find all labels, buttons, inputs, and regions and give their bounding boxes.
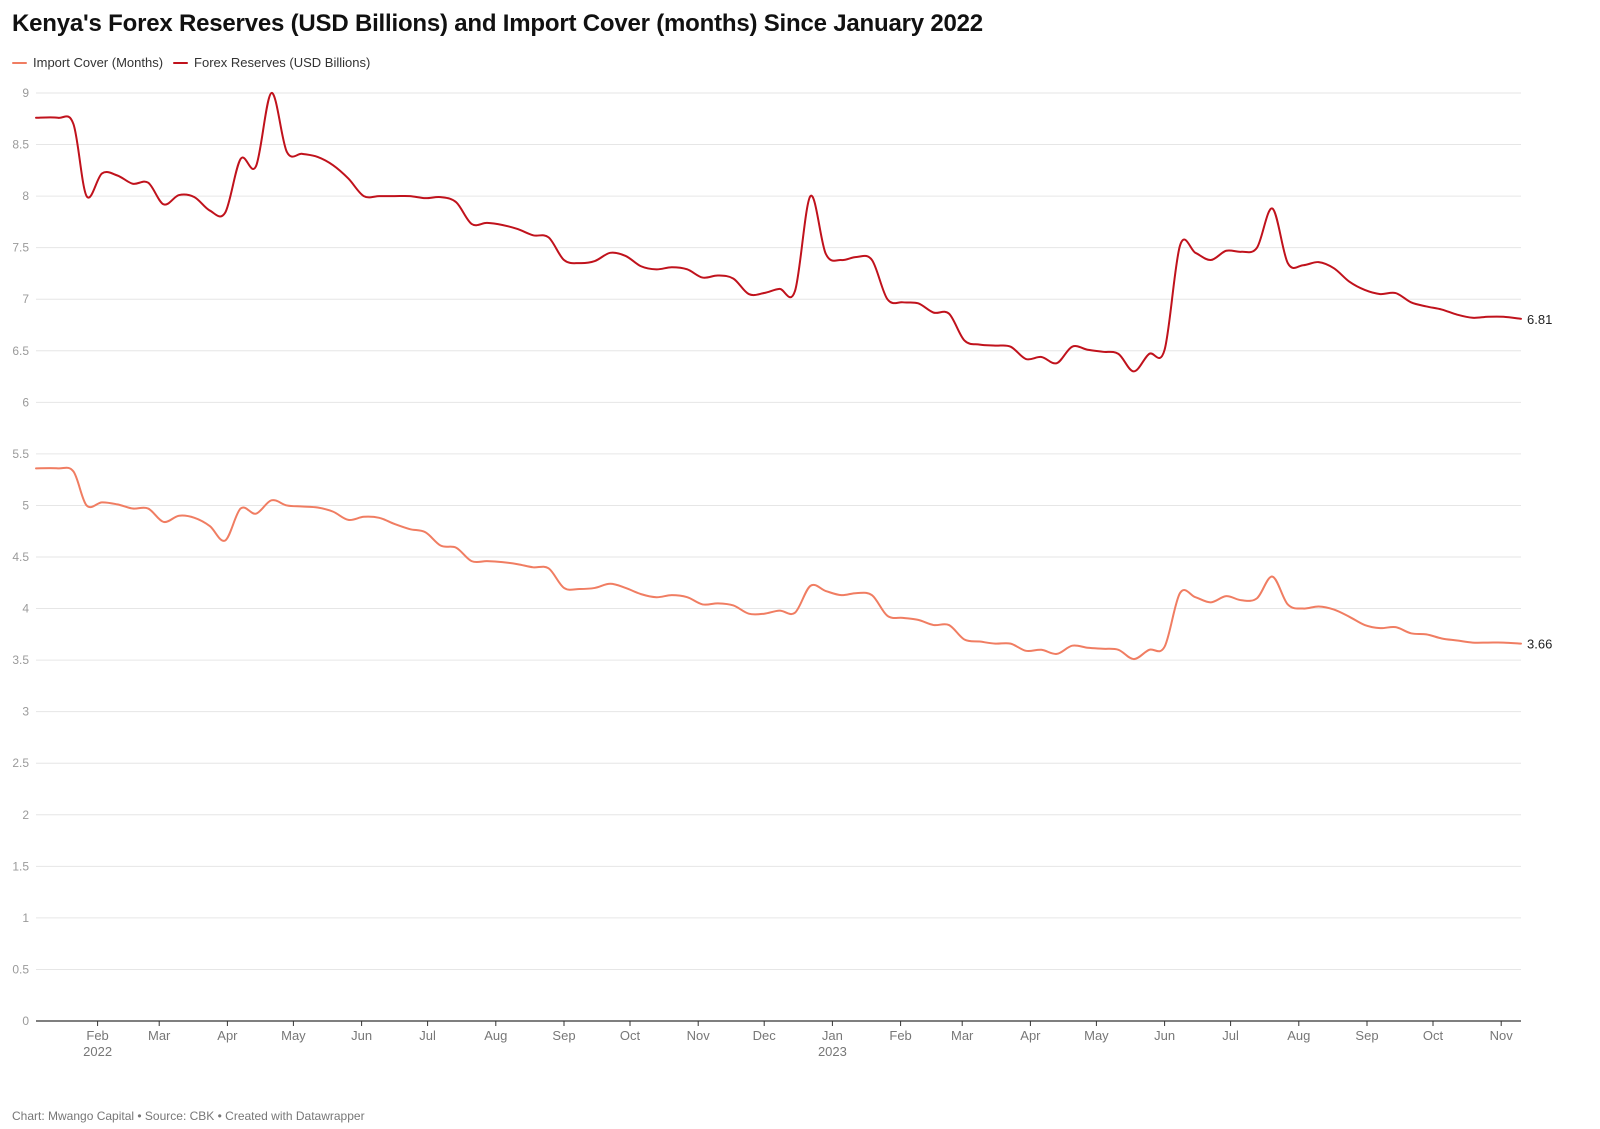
legend-label-forex-reserves: Forex Reserves (USD Billions) <box>194 55 371 70</box>
chart-footer: Chart: Mwango Capital • Source: CBK • Cr… <box>12 1109 365 1123</box>
y-tick-label: 2.5 <box>12 756 29 770</box>
end-label-forex-reserves-usd-billions: 6.81 <box>1527 312 1552 327</box>
y-tick-label: 3.5 <box>12 653 29 667</box>
legend-swatch-forex-reserves <box>173 61 189 64</box>
x-tick-label: Sep <box>552 1028 575 1043</box>
x-tick-label: Apr <box>1020 1028 1041 1043</box>
y-tick-label: 6.5 <box>12 344 29 358</box>
y-tick-label: 6 <box>22 395 29 409</box>
y-tick-label: 7 <box>22 292 29 306</box>
x-tick-label: May <box>1084 1028 1109 1043</box>
legend-swatch-import-cover <box>12 61 27 64</box>
legend: Import Cover (Months) Forex Reserves (US… <box>12 55 370 70</box>
y-tick-label: 5.5 <box>12 447 29 461</box>
legend-item-import-cover: Import Cover (Months) <box>12 55 163 70</box>
x-tick-label: Mar <box>951 1028 974 1043</box>
x-tick-label: Nov <box>1490 1028 1514 1043</box>
x-tick-label: Jun <box>1154 1028 1175 1043</box>
x-tick-label: Apr <box>217 1028 238 1043</box>
x-tick-label: Jul <box>1222 1028 1239 1043</box>
series-lines <box>35 91 1522 661</box>
x-tick-label: Sep <box>1355 1028 1378 1043</box>
y-tick-label: 8 <box>22 189 29 203</box>
y-tick-label: 0.5 <box>12 962 29 976</box>
y-tick-label: 1 <box>22 911 29 925</box>
x-tick-label: Jan <box>822 1028 843 1043</box>
y-tick-label: 9 <box>22 86 29 100</box>
x-tick-label: Oct <box>1423 1028 1444 1043</box>
y-tick-label: 4.5 <box>12 550 29 564</box>
y-tick-label: 3 <box>22 705 29 719</box>
x-tick-label: Feb <box>86 1028 108 1043</box>
series-line-forex-reserves-usd-billions <box>35 91 1522 373</box>
legend-label-import-cover: Import Cover (Months) <box>33 55 164 70</box>
legend-item-forex-reserves: Forex Reserves (USD Billions) <box>173 55 370 70</box>
x-tick-label: Nov <box>687 1028 711 1043</box>
x-tick-label: Dec <box>753 1028 777 1043</box>
chart-title: Kenya's Forex Reserves (USD Billions) an… <box>12 10 983 37</box>
x-tick-label: May <box>281 1028 306 1043</box>
y-tick-label: 5 <box>22 498 29 512</box>
y-tick-label: 7.5 <box>12 241 29 255</box>
x-tick-label: Aug <box>484 1028 507 1043</box>
x-tick-label: Aug <box>1287 1028 1310 1043</box>
y-tick-label: 8.5 <box>12 138 29 152</box>
y-tick-label: 4 <box>22 602 29 616</box>
y-tick-label: 0 <box>22 1014 29 1028</box>
x-tick-label: Feb <box>889 1028 911 1043</box>
series-line-import-cover-months <box>35 466 1522 661</box>
x-tick-year: 2023 <box>818 1044 847 1059</box>
gridlines <box>36 92 1521 970</box>
y-tick-label: 2 <box>22 808 29 822</box>
x-tick-year: 2022 <box>83 1044 112 1059</box>
x-tick-label: Oct <box>620 1028 641 1043</box>
y-axis-ticks: 0 0.5 1 1.5 2 2.5 3 3.5 4 4.5 5 5.5 6 6.5 7 7.5 8 8.5 9 <box>12 86 29 1028</box>
line-chart: 0 0.5 1 1.5 2 2.5 3 3.5 4 4.5 5 5.5 6 6.5 7 7.5 8 8.5 9 Fe… <box>12 86 1552 1059</box>
y-tick-label: 1.5 <box>12 859 29 873</box>
x-tick-label: Mar <box>148 1028 171 1043</box>
end-value-labels: 3.66 6.81 <box>1527 312 1552 652</box>
x-tick-label: Jul <box>419 1028 436 1043</box>
end-label-import-cover-months: 3.66 <box>1527 637 1552 652</box>
x-tick-label: Jun <box>351 1028 372 1043</box>
